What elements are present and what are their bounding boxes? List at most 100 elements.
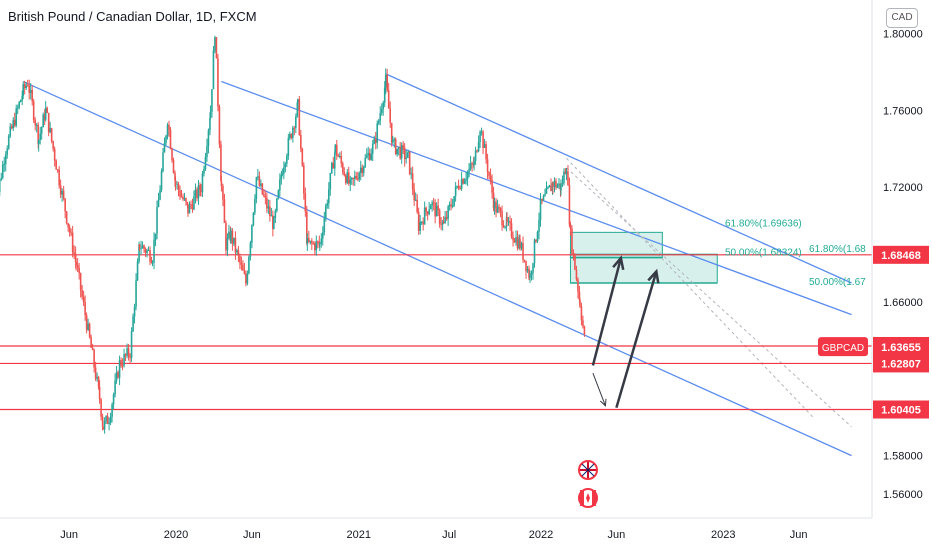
candle-body [324,205,327,219]
candle-body [32,101,35,121]
candle-body [260,183,262,186]
candle-body [335,144,338,156]
price-badge [873,400,929,419]
candle-body [147,250,150,252]
candle-body [463,180,466,184]
candle-body [502,225,505,228]
x-tick-label: 2023 [711,529,735,541]
candle-body [495,201,497,213]
candle-body [209,111,212,119]
candle-body [309,240,312,242]
candle-body [4,154,7,164]
candle-body [480,131,483,133]
candle-body [255,177,258,199]
candle-body [513,240,516,243]
candle-body [70,232,72,234]
candle-body [220,144,222,182]
candle-body [9,126,12,137]
candle-body [396,148,398,155]
candle-body [359,167,362,173]
candle-body [171,148,173,161]
fib-zones [569,231,718,284]
channel-line [566,167,852,428]
candle-body [578,291,581,300]
candle-body [488,172,490,176]
candle-body [361,167,364,173]
candle-body [471,163,473,165]
candle-body [389,108,392,123]
fib-label-low: 50.00%(1.67 [809,277,866,288]
candle-body [394,139,397,155]
candle-body [362,166,365,173]
candle-body [47,112,50,133]
candle-body [71,232,74,253]
candle-body [114,380,116,395]
candle-body [340,156,343,164]
candle-body [429,205,432,210]
candle-body [73,252,75,254]
candle-body [197,185,200,199]
candle-body [68,227,71,233]
candle-body [447,206,449,219]
candle-body [320,238,323,244]
currency-button[interactable]: CAD [886,8,918,28]
candle-body [215,37,218,59]
candle-body [414,199,417,201]
candle-body [520,243,523,249]
candle-body [109,416,112,423]
candle-body [138,244,141,249]
candle-body [356,178,359,180]
candle-body [258,176,261,186]
candle-body [575,269,578,280]
candle-body [556,185,559,188]
candle-body [423,207,426,225]
candle-body [548,185,551,188]
candle-body [211,89,213,112]
arrow-head [647,268,660,284]
candle-body [280,175,283,180]
candle-body [384,74,387,88]
candle-body [263,194,265,196]
candle-body [297,99,299,103]
x-tick-label: Jun [243,529,261,541]
candle-body [261,183,264,195]
candle-body [226,237,229,251]
candle-body [347,172,350,184]
candle-body [493,201,496,209]
candle-body [400,145,403,159]
candle-body [499,208,502,212]
candle-body [120,360,122,366]
candle-body [314,243,316,251]
candle-body [483,144,486,148]
candle-body [21,95,24,101]
candle-body [111,404,113,417]
candle-body [56,169,59,171]
candle-body [329,173,332,190]
candle-body [474,150,477,161]
candle-body [218,106,221,145]
candle-body [338,156,341,158]
candle-body [180,196,183,198]
candle-body [355,176,358,179]
candle-body [149,250,151,262]
candle-body [12,119,15,129]
candle-body [251,225,253,243]
candle-body [1,164,4,178]
candle-body [13,119,16,126]
candle-body [28,85,31,93]
candle-body [510,223,513,237]
candle-body [270,215,273,217]
y-tick-label: 1.72000 [883,182,923,194]
candle-body [485,144,487,160]
y-tick-label: 1.80000 [883,29,923,41]
candle-body [118,360,121,378]
candle-body [243,270,246,274]
candle-body [94,367,97,379]
fib-labels: 61.80%(1.69636) 50.00%(1.68324) 61.80%(1.6… [725,218,866,288]
candle-body [498,206,500,209]
candle-body [267,206,270,209]
candle-body [239,255,241,263]
candle-body [434,202,436,217]
candle-body [174,180,177,184]
